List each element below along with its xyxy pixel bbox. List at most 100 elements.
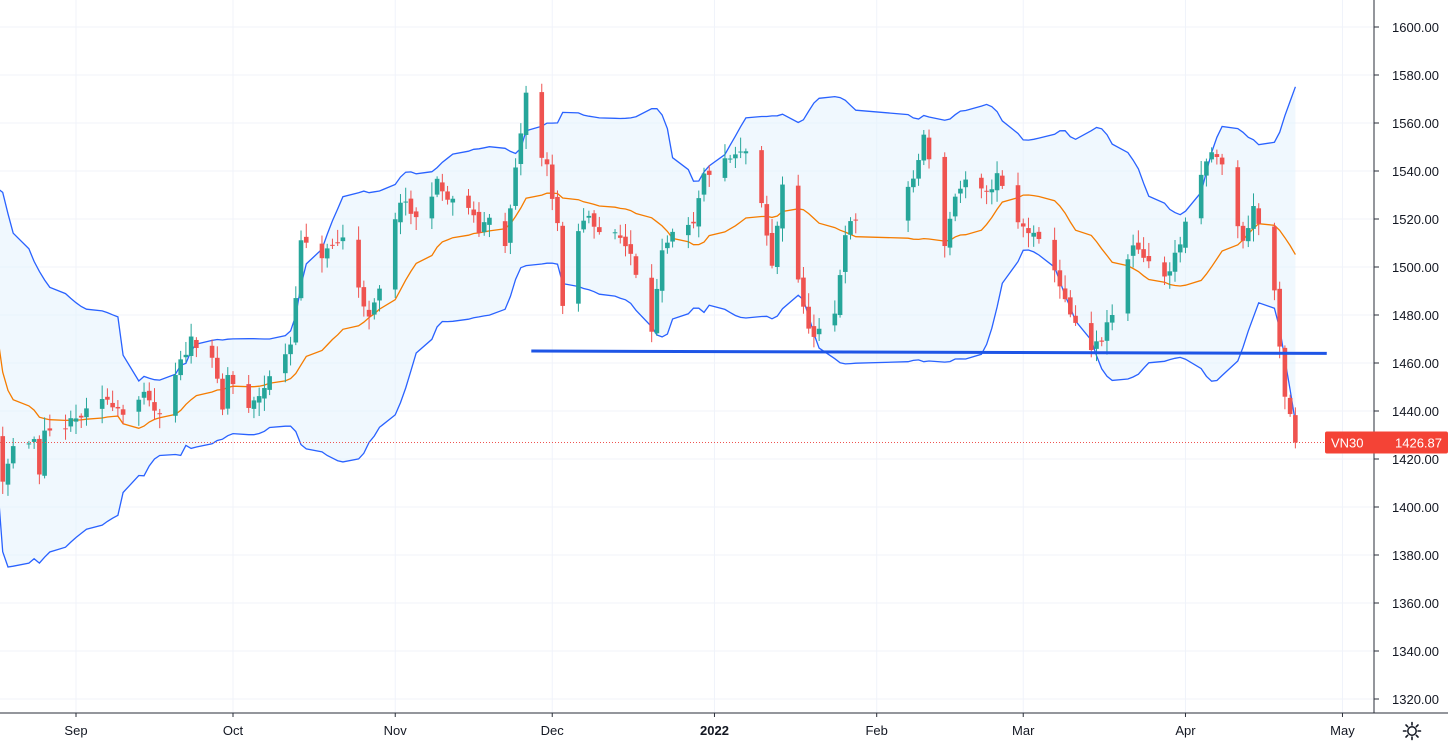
candle-body [738, 151, 743, 153]
candle [157, 408, 163, 429]
candle [1177, 236, 1183, 263]
candle [670, 228, 675, 248]
candle-body [445, 191, 450, 200]
support-trendline[interactable] [531, 349, 1327, 355]
candle-body [105, 396, 110, 400]
candle [1204, 158, 1209, 187]
candle [764, 195, 770, 246]
candle [429, 182, 435, 230]
candle [288, 336, 293, 366]
candle-body [916, 160, 921, 179]
candle [152, 388, 157, 420]
candle-body [696, 198, 702, 227]
candle-body [942, 156, 948, 247]
time-axis[interactable]: Sep Oct Nov Dec 2022 Feb Mar Apr May [0, 712, 1448, 738]
candle-body [246, 384, 251, 408]
candle [403, 187, 408, 216]
candle [958, 180, 963, 203]
candle-body [434, 178, 440, 195]
x-tick-label: Sep [64, 723, 87, 738]
candle [1057, 259, 1063, 299]
candle [1094, 330, 1099, 362]
last-price-value: 1426.87 [1395, 436, 1442, 451]
candle [774, 221, 780, 275]
candle-body [466, 195, 471, 208]
candle-body [811, 326, 817, 337]
candle [502, 212, 508, 253]
candle-body [136, 399, 142, 412]
candle-body [1282, 347, 1288, 397]
candle-body [1177, 244, 1183, 253]
candle [1062, 275, 1068, 303]
candle-body [539, 92, 545, 158]
candle [246, 374, 251, 413]
candle-body [256, 396, 262, 403]
chart-settings-button[interactable] [1376, 714, 1448, 748]
candle [99, 385, 105, 424]
candle [926, 129, 932, 169]
candle [795, 174, 801, 283]
candle [356, 226, 361, 298]
middle-band-line [0, 192, 1296, 429]
candle-body [330, 244, 335, 246]
candle-body [617, 235, 623, 238]
candle [947, 211, 953, 256]
candle-body [544, 159, 550, 165]
candle [665, 235, 670, 254]
candle [691, 212, 696, 229]
x-tick-label: Feb [865, 723, 887, 738]
y-tick-label: 1560.00 [1392, 116, 1439, 131]
candle [696, 190, 702, 238]
candle [591, 210, 597, 239]
price-axis[interactable]: 1600.00 1580.00 1560.00 1540.00 1520.00 1500.… [1373, 0, 1439, 713]
candle [1272, 222, 1277, 301]
candle-body [303, 236, 309, 243]
candle [408, 190, 414, 225]
candle-body [921, 134, 927, 161]
candle-body [481, 222, 487, 233]
candle-body [26, 443, 32, 445]
candle-body [649, 277, 654, 332]
candle-body [110, 402, 115, 408]
candle [283, 343, 288, 383]
candle-body [555, 196, 560, 224]
candle [183, 341, 189, 363]
candle-body [120, 409, 126, 415]
candle-body [251, 400, 257, 409]
candle-body [560, 225, 565, 306]
candle-body [1287, 397, 1293, 415]
x-tick-label: Apr [1175, 723, 1196, 738]
candle-body [408, 198, 414, 214]
y-tick-label: 1580.00 [1392, 68, 1439, 83]
candle-body [1172, 252, 1178, 272]
candle [523, 85, 529, 150]
candle [466, 189, 471, 215]
candle-body [1293, 415, 1298, 443]
candle-body [659, 250, 665, 291]
candle [853, 213, 859, 234]
candle-body [450, 198, 456, 203]
candle [262, 375, 267, 411]
candle [1287, 394, 1293, 417]
candle [816, 318, 822, 342]
candle [843, 225, 848, 284]
candle [1136, 230, 1141, 254]
candle-body [47, 428, 53, 431]
candle-body [1240, 225, 1246, 241]
y-tick-label: 1480.00 [1392, 308, 1439, 323]
candle [440, 173, 445, 201]
candle-body [701, 173, 707, 195]
x-tick-label: Mar [1012, 723, 1035, 738]
candle [178, 350, 183, 381]
candle-body [1062, 288, 1068, 300]
candle [377, 285, 382, 312]
candle [194, 337, 199, 358]
y-tick-label: 1520.00 [1392, 212, 1439, 227]
candle-body [220, 378, 225, 410]
candle-body [979, 177, 984, 189]
y-tick-label: 1420.00 [1392, 452, 1439, 467]
candle [576, 223, 581, 312]
candle-body [508, 208, 513, 243]
